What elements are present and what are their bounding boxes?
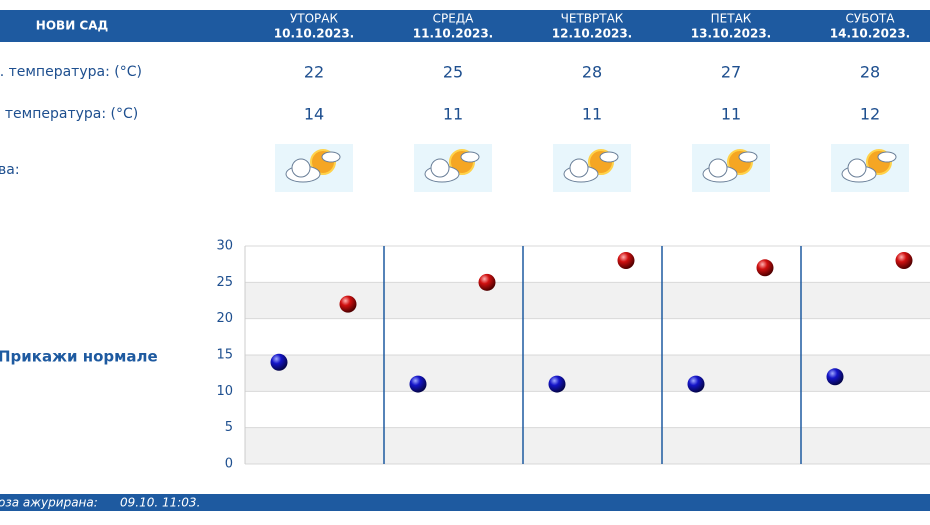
- day-date: 11.10.2023.: [413, 27, 493, 41]
- band: [245, 427, 930, 464]
- min-temp: 14: [304, 105, 324, 124]
- cloud: [569, 158, 589, 178]
- day-name: ЧЕТВРТАК: [561, 12, 624, 26]
- weather-icon: [414, 144, 492, 192]
- y-tick-label: 15: [216, 348, 233, 363]
- min-temp: 11: [582, 105, 602, 124]
- day-name: ПЕТАК: [711, 12, 752, 26]
- max-temp: 22: [304, 63, 324, 82]
- cloud-small: [460, 151, 480, 163]
- band: [245, 355, 930, 392]
- point: [339, 295, 357, 313]
- max-temp: 28: [860, 63, 880, 82]
- header-bar: [0, 10, 930, 42]
- normals-link[interactable]: Прикажи нормале: [0, 348, 158, 366]
- point: [895, 252, 913, 270]
- y-tick-label: 30: [216, 239, 233, 254]
- band: [245, 282, 930, 319]
- cloud-small: [599, 151, 619, 163]
- point: [270, 353, 288, 371]
- min-temp: 12: [860, 105, 880, 124]
- weather-icon: [553, 144, 631, 192]
- day-date: 14.10.2023.: [830, 27, 910, 41]
- y-tick-label: 0: [225, 457, 233, 472]
- y-tick-label: 25: [216, 275, 233, 290]
- min-temp: 11: [443, 105, 463, 124]
- min-temp: 11: [721, 105, 741, 124]
- day-name: УТОРАК: [290, 12, 339, 26]
- footer-label: оза ажурирана:: [0, 496, 98, 510]
- day-date: 13.10.2023.: [691, 27, 771, 41]
- point: [687, 375, 705, 393]
- row-label: с. температура: (°C): [0, 64, 142, 80]
- weather-icon: [275, 144, 353, 192]
- point: [548, 375, 566, 393]
- footer-bar: [0, 494, 930, 511]
- cloud: [291, 158, 311, 178]
- y-tick-label: 20: [216, 311, 233, 326]
- cloud-small: [321, 151, 341, 163]
- point: [617, 252, 635, 270]
- cloud: [430, 158, 450, 178]
- y-tick-label: 5: [225, 420, 233, 435]
- day-name: СРЕДА: [433, 12, 475, 26]
- cloud-small: [738, 151, 758, 163]
- day-date: 12.10.2023.: [552, 27, 632, 41]
- point: [756, 259, 774, 277]
- footer-time: 09.10. 11:03.: [120, 496, 200, 510]
- day-date: 10.10.2023.: [274, 27, 354, 41]
- y-tick-label: 10: [216, 384, 233, 399]
- cloud: [847, 158, 867, 178]
- weather-icon: [831, 144, 909, 192]
- point: [409, 375, 427, 393]
- cloud: [708, 158, 728, 178]
- day-name: СУБОТА: [846, 12, 896, 26]
- max-temp: 28: [582, 63, 602, 82]
- cloud-small: [877, 151, 897, 163]
- point: [478, 273, 496, 291]
- city: НОВИ САД: [36, 19, 108, 33]
- max-temp: 25: [443, 63, 463, 82]
- max-temp: 27: [721, 63, 741, 82]
- row-label: ва:: [0, 162, 20, 178]
- row-label: . температура: (°C): [0, 106, 138, 122]
- point: [826, 368, 844, 386]
- weather-icon: [692, 144, 770, 192]
